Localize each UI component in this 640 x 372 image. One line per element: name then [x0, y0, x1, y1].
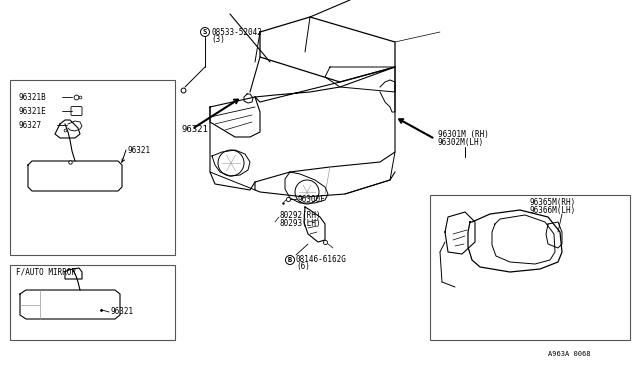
Text: 08146-6162G: 08146-6162G: [296, 256, 347, 264]
Text: 96300F: 96300F: [298, 195, 326, 203]
Text: S: S: [203, 29, 207, 35]
FancyBboxPatch shape: [71, 106, 82, 115]
Bar: [430, 195, 630, 340]
Text: 96321: 96321: [182, 125, 209, 134]
Text: 96321: 96321: [127, 145, 150, 154]
Text: A963A 0068: A963A 0068: [548, 351, 591, 357]
Text: F/AUTO MIRROR: F/AUTO MIRROR: [16, 267, 76, 276]
Text: 80293(LH): 80293(LH): [280, 218, 322, 228]
Text: 96365M(RH): 96365M(RH): [530, 198, 576, 206]
Text: 96366M(LH): 96366M(LH): [530, 205, 576, 215]
Text: 80292(RH): 80292(RH): [280, 211, 322, 219]
Text: 96301M (RH): 96301M (RH): [438, 129, 489, 138]
Text: 96321E: 96321E: [18, 106, 45, 115]
Text: 96327: 96327: [18, 121, 41, 129]
Text: 96321: 96321: [110, 308, 133, 317]
Text: 08533-52042: 08533-52042: [211, 28, 262, 36]
Text: (3): (3): [211, 35, 225, 44]
Text: B: B: [288, 257, 292, 263]
Text: (6): (6): [296, 263, 310, 272]
Text: 96321B: 96321B: [18, 93, 45, 102]
Text: 96302M(LH): 96302M(LH): [438, 138, 484, 147]
Bar: [10, 80, 175, 255]
Bar: [10, 265, 175, 340]
